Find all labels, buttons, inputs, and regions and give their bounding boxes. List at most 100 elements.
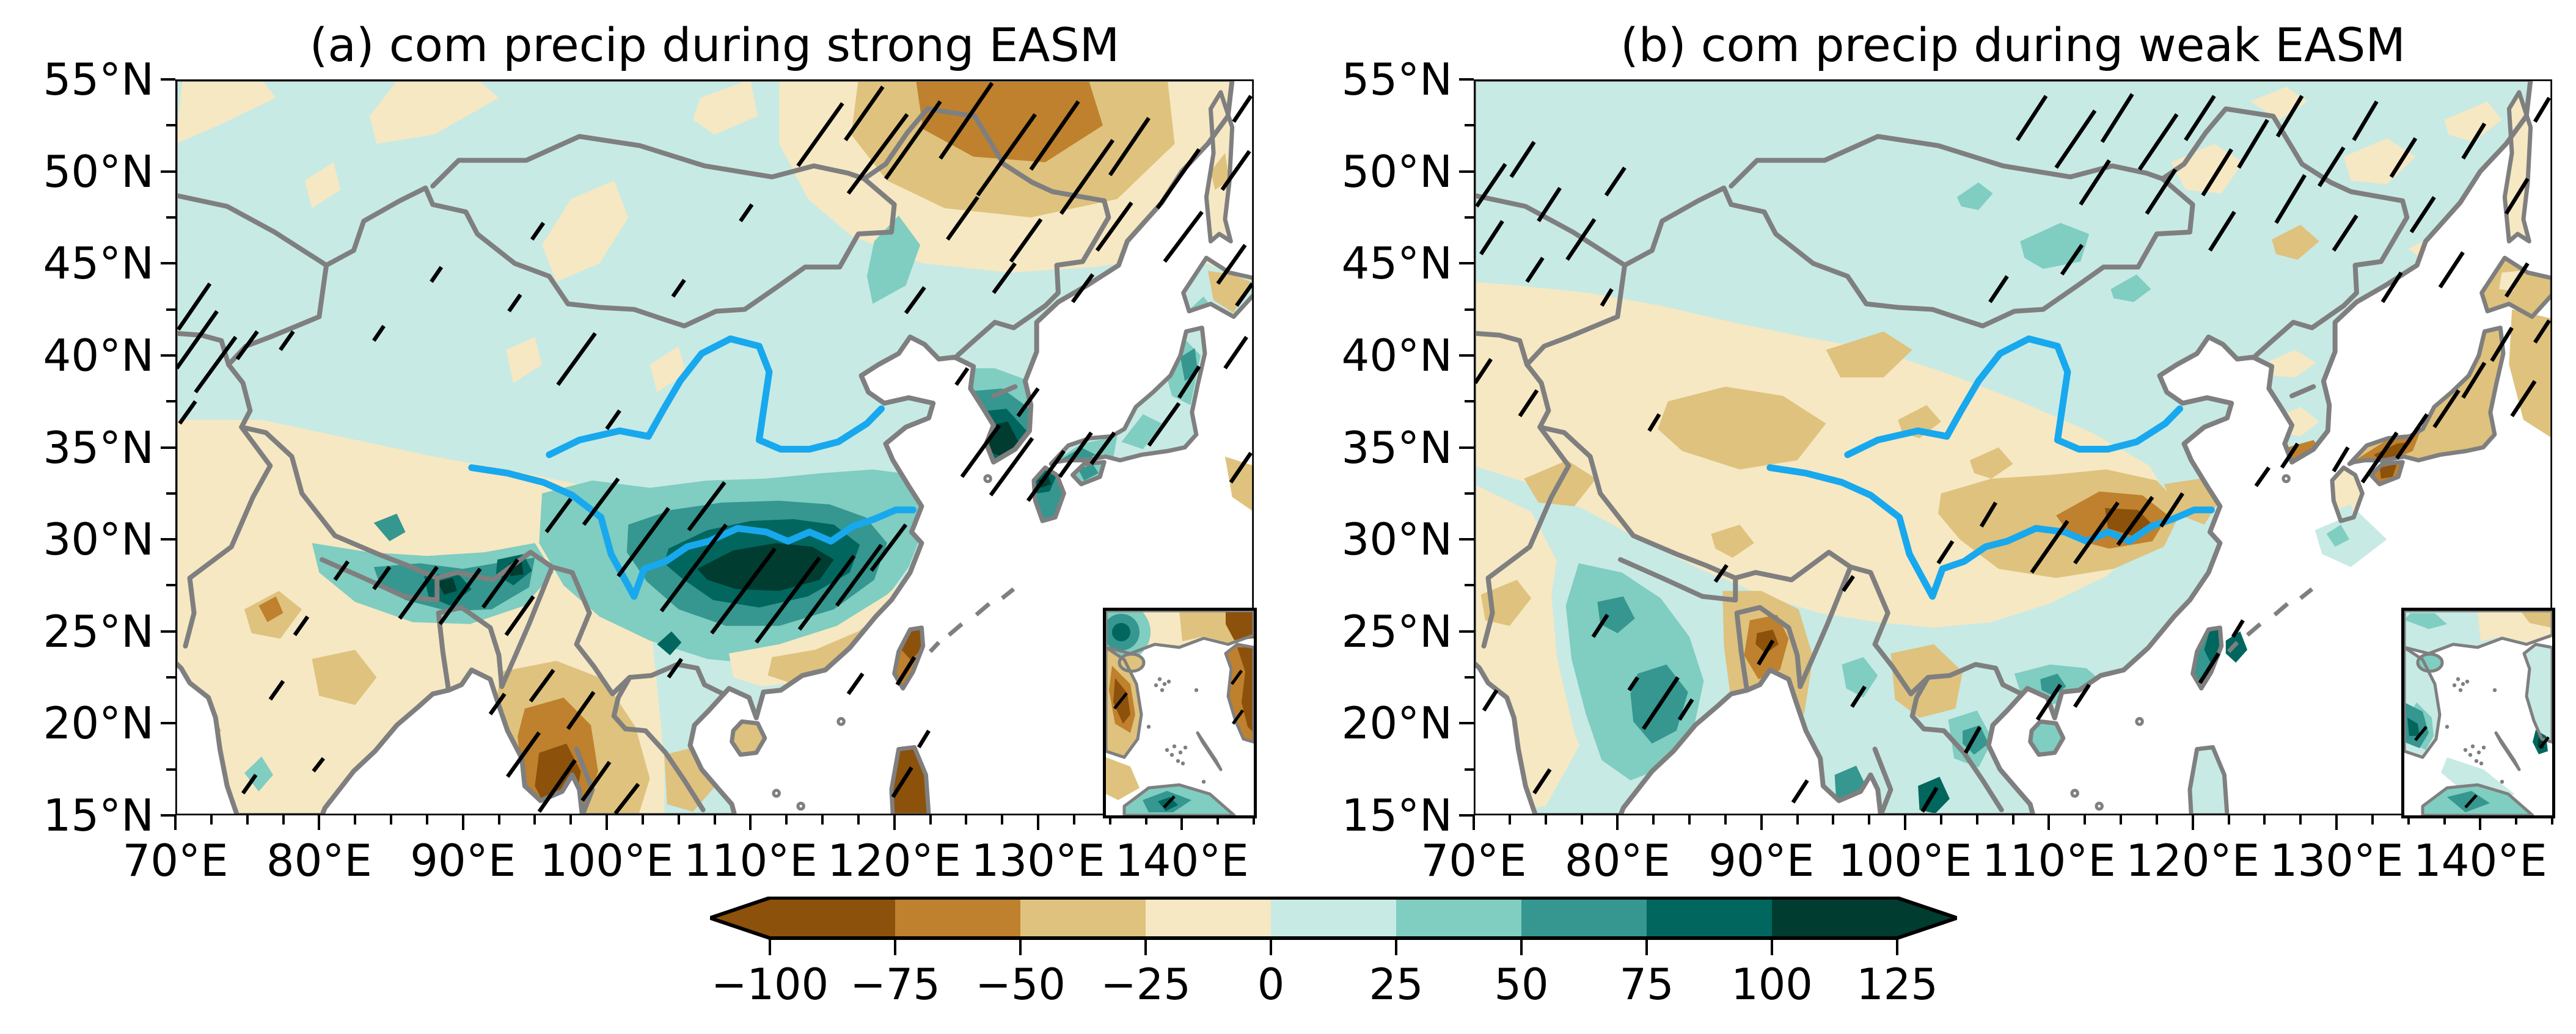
- y-tick-label: 25°N: [43, 605, 154, 657]
- x-tick-b: [1652, 815, 1655, 825]
- y-tick-a: [166, 400, 175, 403]
- colorbar-tick-label: 75: [1619, 959, 1674, 1010]
- x-tick-a: [713, 815, 716, 825]
- x-tick-a: [425, 815, 428, 825]
- y-tick-label: 15°N: [1341, 790, 1452, 841]
- x-tick-label: 90°E: [410, 835, 516, 886]
- x-tick-a: [1144, 815, 1147, 825]
- x-tick-b: [2407, 815, 2410, 825]
- colorbar-tick-label: 25: [1369, 959, 1424, 1010]
- x-tick-a: [461, 815, 464, 830]
- y-tick-b: [1465, 676, 1474, 679]
- y-tick-b: [1465, 216, 1474, 219]
- colorbar-tick-label: 100: [1731, 959, 1813, 1010]
- colorbar-tick-label: −50: [975, 959, 1066, 1010]
- colorbar-tick-label: −25: [1100, 959, 1191, 1010]
- x-tick-b: [1580, 815, 1583, 825]
- x-tick-label: 70°E: [1421, 835, 1527, 886]
- x-tick-label: 110°E: [1981, 835, 2116, 886]
- colorbar-tick-label: 50: [1494, 959, 1549, 1010]
- x-tick-b: [2335, 815, 2338, 830]
- y-tick-b: [1459, 262, 1474, 265]
- map-canvas-b: [1474, 79, 2552, 815]
- x-tick-b: [1868, 815, 1871, 825]
- x-tick-b: [2515, 815, 2518, 825]
- x-tick-label: 80°E: [1564, 835, 1670, 886]
- x-tick-b: [2047, 815, 2051, 830]
- y-tick-a: [166, 584, 175, 587]
- x-tick-label: 120°E: [2126, 835, 2260, 886]
- x-tick-a: [821, 815, 824, 825]
- x-tick-a: [1108, 815, 1111, 825]
- y-tick-label: 50°N: [1341, 145, 1452, 197]
- map-panel-b: [1474, 79, 2555, 818]
- x-tick-b: [2479, 815, 2482, 830]
- x-tick-a: [965, 815, 968, 825]
- y-tick-label: 55°N: [43, 54, 154, 105]
- y-tick-a: [161, 722, 175, 725]
- x-tick-a: [857, 815, 860, 825]
- y-tick-a: [166, 676, 175, 679]
- x-tick-a: [1217, 815, 1220, 825]
- south-china-sea-inset-a: [1103, 608, 1257, 818]
- y-tick-b: [1465, 308, 1474, 311]
- y-tick-a: [161, 262, 175, 265]
- x-tick-a: [1001, 815, 1004, 825]
- colorbar: [710, 897, 1957, 955]
- y-tick-a: [161, 354, 175, 357]
- y-tick-a: [161, 814, 175, 817]
- y-tick-b: [1459, 354, 1474, 357]
- x-tick-a: [390, 815, 392, 825]
- x-tick-a: [1037, 815, 1039, 830]
- y-tick-a: [166, 492, 175, 495]
- x-tick-a: [1180, 815, 1184, 830]
- y-tick-a: [166, 124, 175, 127]
- y-tick-label: 30°N: [43, 514, 154, 566]
- y-tick-label: 30°N: [1341, 514, 1452, 566]
- x-tick-b: [1904, 815, 1906, 830]
- x-tick-label: 100°E: [540, 835, 674, 886]
- y-tick-a: [161, 446, 175, 449]
- x-tick-a: [354, 815, 357, 825]
- x-tick-label: 140°E: [1114, 835, 1249, 886]
- x-tick-a: [893, 815, 896, 830]
- y-tick-a: [161, 630, 175, 633]
- y-tick-label: 55°N: [1341, 54, 1452, 105]
- x-tick-b: [1724, 815, 1727, 825]
- y-tick-b: [1459, 170, 1474, 173]
- panel-a-title: (a) com precip during strong EASM: [309, 18, 1120, 72]
- y-tick-a: [166, 768, 175, 771]
- x-tick-a: [246, 815, 249, 825]
- x-tick-b: [1473, 815, 1475, 830]
- y-tick-a: [161, 170, 175, 173]
- y-tick-a: [161, 538, 175, 541]
- y-tick-label: 45°N: [1341, 238, 1452, 289]
- y-tick-label: 25°N: [1341, 605, 1452, 657]
- x-tick-a: [677, 815, 680, 825]
- x-tick-b: [1975, 815, 1978, 825]
- x-tick-b: [1616, 815, 1619, 830]
- x-tick-label: 130°E: [971, 835, 1105, 886]
- x-tick-a: [318, 815, 321, 830]
- x-tick-a: [785, 815, 788, 825]
- x-tick-a: [641, 815, 644, 825]
- x-tick-a: [569, 815, 573, 825]
- y-tick-b: [1465, 400, 1474, 403]
- y-tick-b: [1465, 768, 1474, 771]
- y-tick-b: [1465, 492, 1474, 495]
- x-tick-b: [2263, 815, 2266, 825]
- x-tick-b: [1760, 815, 1763, 830]
- x-tick-a: [1072, 815, 1075, 825]
- x-tick-b: [2120, 815, 2122, 825]
- x-tick-a: [1253, 815, 1255, 825]
- x-tick-b: [2299, 815, 2302, 825]
- y-tick-b: [1465, 584, 1474, 587]
- x-tick-a: [497, 815, 500, 825]
- colorbar-tick-label: −75: [850, 959, 940, 1010]
- x-tick-b: [2371, 815, 2374, 825]
- x-tick-label: 70°E: [122, 835, 229, 886]
- y-tick-label: 40°N: [43, 329, 154, 381]
- y-tick-label: 15°N: [43, 790, 154, 841]
- south-china-sea-inset-b: [2401, 608, 2555, 818]
